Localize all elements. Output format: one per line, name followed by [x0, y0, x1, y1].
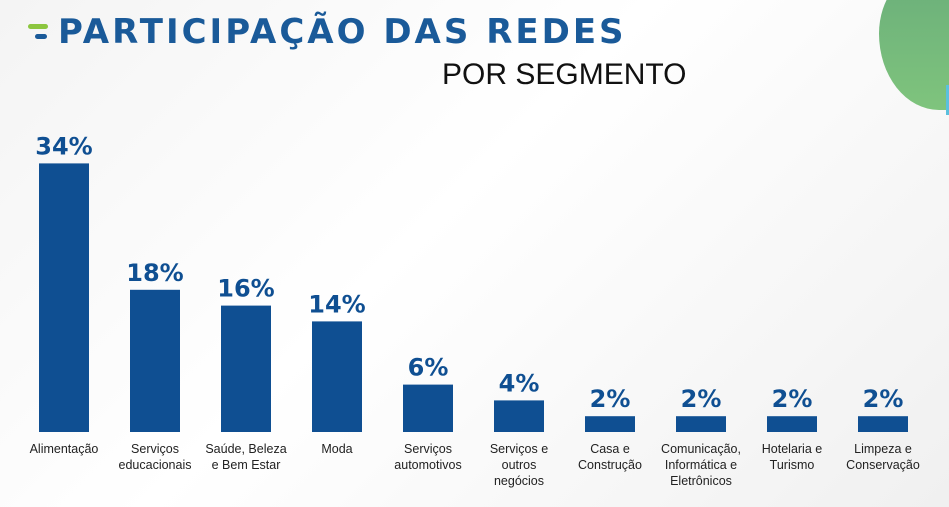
bar — [676, 416, 726, 432]
data-label: 14% — [308, 290, 365, 318]
category-label-line: Eletrônicos — [670, 474, 732, 488]
category-label: Casa e Construção — [578, 442, 642, 472]
category-label-line: educacionais — [119, 458, 192, 472]
category-label: Limpeza e Conservação — [846, 442, 920, 472]
category-label-line: Moda — [321, 442, 352, 456]
page-title: PARTICIPAÇÃO DAS REDES — [58, 12, 627, 52]
category-label-line: Serviços — [131, 442, 179, 456]
data-label: 2% — [590, 385, 631, 413]
bar — [494, 400, 544, 432]
data-label: 16% — [217, 275, 274, 303]
category-label-line: Casa e — [590, 442, 630, 456]
bar — [39, 163, 89, 432]
data-label: 2% — [772, 385, 813, 413]
category-label: Serviços automotivos — [394, 442, 461, 472]
bar — [130, 289, 180, 432]
category-label-line: Conservação — [846, 458, 920, 472]
category-label: Serviços e outros negócios — [490, 442, 548, 488]
logo-green-bar — [28, 24, 48, 29]
bar — [858, 416, 908, 432]
logo-blue-bar — [35, 34, 47, 39]
category-label: Alimentação — [30, 442, 99, 456]
category-label-line: Saúde, Beleza — [205, 442, 286, 456]
data-label: 4% — [499, 369, 540, 397]
category-label: Serviços educacionais — [119, 442, 192, 472]
data-label: 18% — [126, 259, 183, 287]
data-label: 34% — [35, 132, 92, 160]
page-subtitle: POR SEGMENTO — [442, 58, 687, 91]
category-label: Saúde, Beleza e Bem Estar — [205, 442, 286, 472]
category-label-line: negócios — [494, 474, 544, 488]
category-label-line: Limpeza e — [854, 442, 912, 456]
decorative-edge — [946, 85, 949, 115]
bar — [767, 416, 817, 432]
category-label-line: e Bem Estar — [212, 458, 281, 472]
category-label: Moda — [321, 442, 352, 456]
category-label-line: Serviços — [404, 442, 452, 456]
bar — [585, 416, 635, 432]
category-label-line: Serviços e — [490, 442, 548, 456]
category-label-line: Hotelaria e — [762, 442, 822, 456]
bar — [403, 384, 453, 432]
category-label-line: outros — [502, 458, 537, 472]
category-label: Comunicação, Informática e Eletrônicos — [661, 442, 741, 488]
category-label-line: Construção — [578, 458, 642, 472]
category-label: Hotelaria e Turismo — [762, 442, 822, 472]
category-label-line: Turismo — [770, 458, 815, 472]
bar — [221, 305, 271, 432]
category-label-line: automotivos — [394, 458, 461, 472]
data-label: 2% — [863, 385, 904, 413]
category-label-line: Alimentação — [30, 442, 99, 456]
bar — [312, 321, 362, 432]
data-label: 6% — [408, 354, 449, 382]
category-label-line: Informática e — [665, 458, 737, 472]
category-label-line: Comunicação, — [661, 442, 741, 456]
data-label: 2% — [681, 385, 722, 413]
